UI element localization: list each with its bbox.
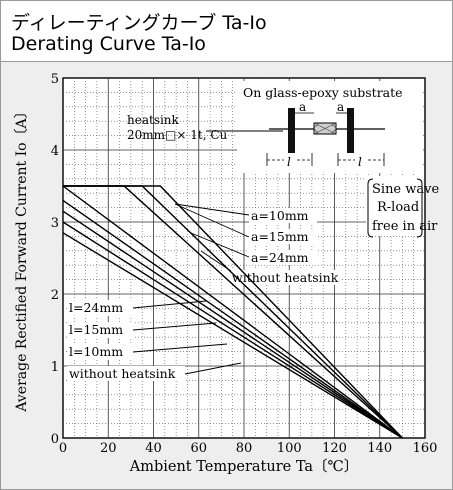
label-a10: a=10mm: [251, 208, 309, 223]
y-tick-label: 0: [51, 432, 59, 447]
y-tick-label: 3: [51, 216, 59, 231]
dim-l-right-bg: [355, 155, 367, 169]
y-tick-labels: 0 1 2 3 4 5: [51, 72, 59, 447]
label-leaders: [132, 203, 250, 375]
dim-l-left-bg: [284, 155, 296, 169]
leader-l15: [132, 322, 217, 331]
condition-r-load: R-load: [377, 200, 419, 215]
diode-hatch: [313, 122, 337, 135]
condition-box: [366, 176, 424, 236]
label-bg-a10: [249, 208, 317, 223]
chart-title-japanese: ディレーティングカーブ Ta-Io: [11, 12, 267, 34]
leader-wo-lower: [184, 362, 242, 375]
series-line-2: [63, 185, 403, 439]
label-bg-wo-lower: [67, 366, 185, 381]
condition-bracket-left: [367, 178, 374, 238]
y-axis-label: Average Rectified Forward Current Io〔A〕: [14, 104, 30, 412]
series-line-4: [62, 199, 403, 439]
label-bg-a15: [249, 229, 317, 244]
label-without-heatsink-upper: without heatsink: [232, 270, 339, 285]
series-lines: [62, 185, 403, 439]
heatsink-right: [347, 108, 354, 153]
leader-a24: [190, 232, 250, 258]
heatsink-left: [288, 108, 295, 153]
x-tick-label: 120: [322, 441, 347, 456]
x-tick-label: 100: [277, 441, 302, 456]
label-bg-l24: [67, 300, 135, 316]
series-line-5: [62, 210, 403, 439]
x-tick-labels: 0 20 40 60 80 100 120 140 160: [59, 441, 438, 456]
label-without-heatsink-lower: without heatsink: [69, 366, 176, 381]
x-tick-label: 20: [100, 441, 117, 456]
label-bg-l10: [67, 344, 135, 360]
series-line-6: [62, 221, 403, 439]
label-a15: a=15mm: [251, 229, 309, 244]
series-line-7: [62, 232, 403, 439]
label-l24: l=24mm: [69, 300, 123, 315]
y-tick-label: 5: [51, 72, 59, 87]
dim-a-right: a: [337, 100, 344, 114]
inset-diagram: On glass-epoxy substrate heatsink 20mm□×…: [127, 81, 423, 173]
dim-a-left: a: [299, 100, 306, 114]
label-bg-a24: [249, 250, 317, 265]
label-bg-l15: [67, 322, 135, 338]
label-l10: l=10mm: [69, 344, 123, 359]
y-tick-label: 1: [51, 360, 59, 375]
condition-free-air: free in air: [372, 219, 438, 234]
chart-title-english: Derating Curve Ta-Io: [11, 33, 206, 55]
substrate-label: On glass-epoxy substrate: [243, 85, 403, 100]
label-l15: l=15mm: [69, 322, 123, 337]
x-tick-label: 140: [367, 441, 392, 456]
dim-l-right: l: [358, 155, 362, 169]
x-tick-label: 160: [413, 441, 438, 456]
x-tick-label: 0: [59, 441, 67, 456]
leader-l24: [132, 300, 207, 309]
x-tick-label: 80: [236, 441, 253, 456]
dim-l-left: l: [287, 155, 291, 169]
heatsink-size-label: 20mm□× 1t, Cu: [127, 128, 228, 142]
label-bg-wo-upper: [224, 270, 342, 285]
leader-a10: [174, 203, 250, 216]
series-line-3: [62, 185, 403, 439]
leader-l10: [132, 343, 228, 353]
x-tick-label: 60: [190, 441, 207, 456]
x-axis-label: Ambient Temperature Ta〔℃〕: [129, 458, 359, 475]
chart-header: ディレーティングカーブ Ta-Io Derating Curve Ta-Io: [1, 1, 452, 62]
heatsink-label: heatsink: [127, 113, 180, 127]
y-tick-label: 4: [51, 144, 59, 159]
condition-bracket-right: [416, 178, 423, 238]
label-a24: a=24mm: [251, 250, 309, 265]
leader-wo-upper: [200, 250, 232, 272]
y-tick-label: 2: [51, 288, 59, 303]
leader-a15: [174, 203, 250, 238]
condition-sine-wave: Sine wave: [372, 182, 439, 197]
x-tick-label: 40: [145, 441, 162, 456]
